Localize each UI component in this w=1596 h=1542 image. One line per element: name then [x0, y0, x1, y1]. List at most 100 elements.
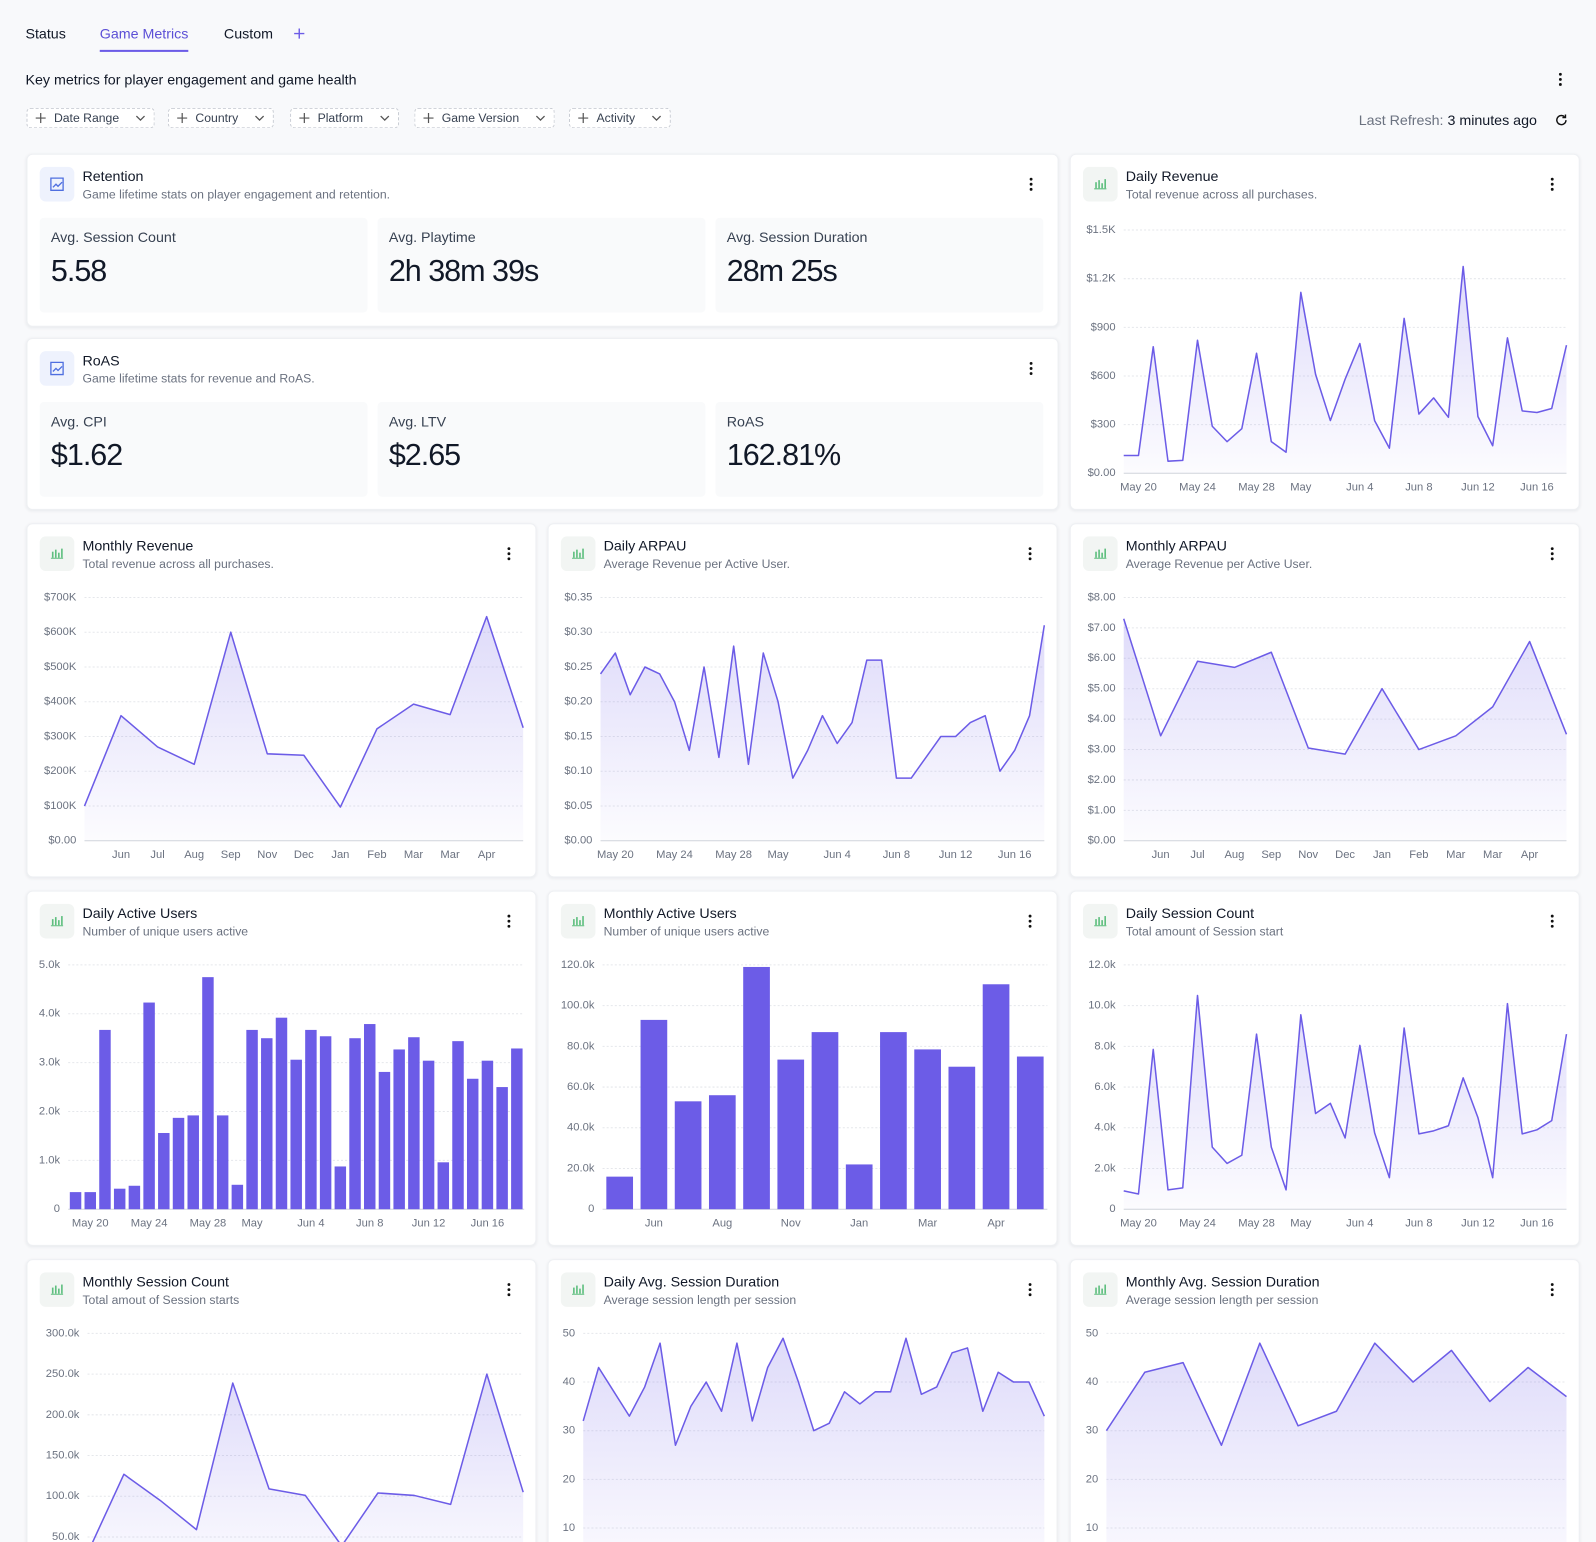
menu-dot: [507, 1288, 511, 1292]
menu-dot: [507, 557, 511, 561]
kpi-value: 2h 38m 39s: [388, 254, 539, 289]
card-menu[interactable]: [1027, 176, 1035, 192]
bar: [982, 984, 1010, 1210]
bar: [845, 1164, 873, 1210]
tab-active[interactable]: Game Metrics: [99, 25, 189, 52]
icon-bar: [58, 920, 60, 926]
filter-button[interactable]: Game Version: [414, 107, 555, 129]
card-menu[interactable]: [1027, 360, 1035, 376]
chart-card: Daily Active Users Number of unique users…: [26, 890, 537, 1246]
menu-dot: [507, 924, 511, 928]
icon-bar: [1101, 920, 1103, 926]
y-tick-label: 0: [588, 1203, 594, 1215]
add-tab[interactable]: [293, 27, 305, 39]
tab[interactable]: Status: [25, 25, 66, 42]
bar: [364, 1024, 376, 1210]
card-title: Monthly Session Count: [82, 1273, 229, 1290]
menu-dot: [507, 919, 511, 923]
y-tick-label: 0: [1109, 1203, 1115, 1215]
x-tick-label: Mar: [440, 849, 460, 861]
bar: [290, 1059, 302, 1210]
filter-button[interactable]: Platform: [290, 107, 399, 129]
chart: $0.00 $300 $600 $900 $1.2K $1.5K May 20 May 24 M…: [1086, 224, 1568, 494]
kpi: Avg. CPI $1.62: [39, 402, 368, 497]
y-tick-label: $8.00: [1088, 591, 1116, 603]
icon-glyph: [1094, 179, 1107, 190]
card-menu[interactable]: [1026, 1281, 1034, 1297]
card-menu[interactable]: [1026, 913, 1034, 929]
chart-icon: [39, 1272, 75, 1307]
card-menu[interactable]: [505, 546, 513, 562]
y-tick-label: 4.0k: [1094, 1122, 1116, 1134]
area: [600, 625, 1045, 841]
x-tick-label: Jun 12: [1461, 482, 1495, 494]
x-tick-label: Sep: [1261, 849, 1281, 861]
icon-bar: [1098, 917, 1100, 926]
chart-card: Monthly Active Users Number of unique use…: [547, 890, 1058, 1246]
icon-bar: [54, 549, 57, 558]
bar: [319, 1036, 332, 1210]
x-tick-label: Jun 12: [1461, 1217, 1495, 1229]
y-tick-label: 50: [1086, 1327, 1098, 1339]
x-tick-label: Jun 8: [1405, 1217, 1432, 1229]
filter-label: Activity: [596, 110, 636, 126]
menu-dot: [1550, 187, 1554, 191]
y-tick-label: $0.25: [564, 661, 592, 673]
chart-icon: [39, 536, 75, 572]
card-menu[interactable]: [1548, 1281, 1556, 1297]
kpi-value: $1.62: [50, 438, 123, 473]
refresh-button[interactable]: [1554, 113, 1568, 127]
icon-bar: [1104, 179, 1107, 189]
y-tick-label: 250.0k: [46, 1368, 80, 1380]
x-tick-label: May 20: [597, 849, 634, 861]
filter-button[interactable]: Date Range: [26, 107, 155, 129]
menu-dot: [507, 914, 511, 918]
icon-bar: [51, 1287, 54, 1294]
icon-bar: [1095, 182, 1097, 189]
y-tick-label: 12.0k: [1088, 959, 1116, 971]
bar: [811, 1032, 839, 1210]
tab[interactable]: Custom: [223, 25, 274, 42]
y-tick-label: 40.0k: [567, 1122, 595, 1134]
bar: [216, 1115, 229, 1210]
x-tick-label: May 24: [656, 849, 693, 861]
card-menu[interactable]: [1026, 546, 1034, 562]
icon-bar: [1101, 552, 1103, 558]
bar: [452, 1041, 464, 1210]
menu-dot: [1029, 187, 1033, 191]
bar: [777, 1059, 805, 1210]
description: Key metrics for player engagement and ga…: [25, 71, 357, 88]
card-menu[interactable]: [1548, 913, 1556, 929]
card-menu[interactable]: [505, 913, 513, 929]
chart-icon: [560, 903, 596, 939]
filter-button[interactable]: Country: [167, 107, 274, 129]
chevron: [535, 115, 546, 122]
icon-bar: [61, 548, 63, 558]
chart: 0 20.0k 40.0k 60.0k 80.0k 100.0k 120.0k Jun Aug N…: [561, 959, 1048, 1229]
icon-bar: [582, 916, 584, 926]
page-menu[interactable]: [1556, 71, 1564, 87]
card-menu[interactable]: [505, 1281, 513, 1297]
x-tick-label: Mar: [404, 849, 424, 861]
card-menu[interactable]: [1548, 176, 1556, 192]
filter-button[interactable]: Activity: [568, 107, 671, 129]
x-tick-label: May 24: [131, 1217, 168, 1229]
card-title: Daily Session Count: [1125, 904, 1255, 922]
card-title: Monthly Revenue: [82, 537, 194, 554]
y-tick-label: 2.0k: [39, 1105, 61, 1117]
plus: [299, 112, 310, 124]
menu-dot: [1029, 177, 1033, 181]
card-subtitle: Total revenue across all purchases.: [82, 556, 274, 572]
chart-card: Daily Revenue Total revenue across all pu…: [1069, 153, 1580, 510]
y-tick-label: $0.10: [564, 765, 592, 777]
refresh-info: Last Refresh: 3 minutes ago: [1359, 112, 1537, 128]
bar: [113, 1188, 126, 1210]
card-menu[interactable]: [1548, 546, 1556, 562]
bar: [466, 1078, 479, 1210]
icon-line: [52, 181, 63, 188]
x-tick-label: May 28: [1238, 482, 1275, 494]
refresh-label: Last Refresh:: [1358, 111, 1444, 129]
card-title: Daily Revenue: [1125, 167, 1219, 185]
icon-bar: [576, 549, 578, 558]
kpi-label: Avg. LTV: [388, 413, 447, 430]
